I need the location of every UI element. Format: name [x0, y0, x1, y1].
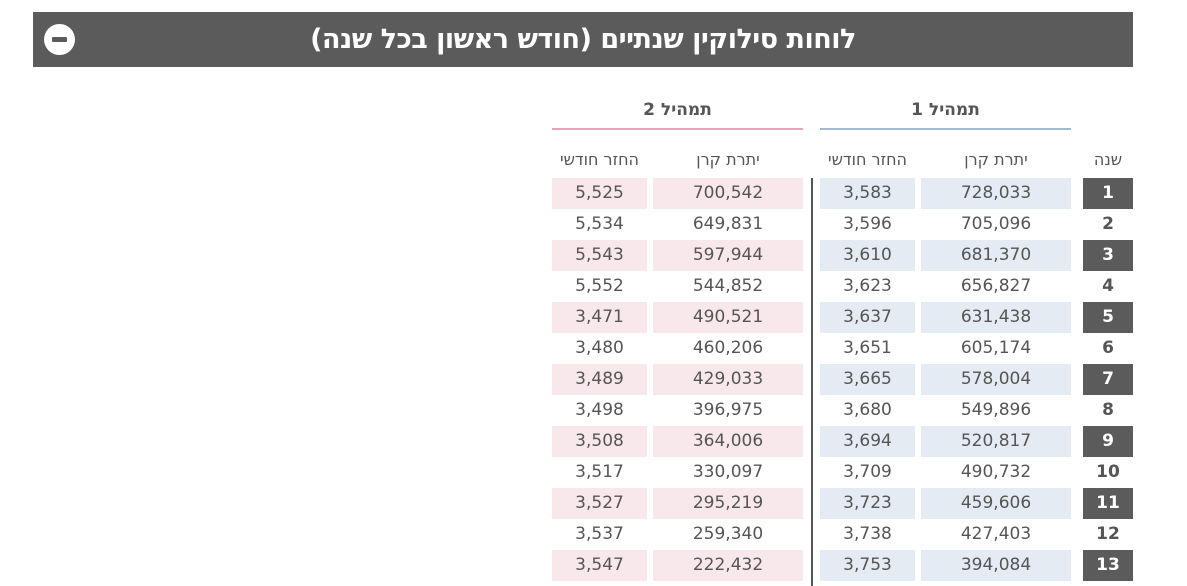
- r2-principal-cell: 429,033: [653, 364, 803, 395]
- section-title: לוחות סילוקין שנתיים (חודש ראשון בכל שנה…: [310, 24, 856, 55]
- r2-payment-cell: 5,543: [552, 240, 647, 271]
- r1-payment-cell: 3,694: [820, 426, 915, 457]
- route-1-underline: [820, 128, 1071, 130]
- r2-payment-cell: 5,534: [575, 214, 624, 234]
- year-cell: 12: [1096, 524, 1120, 544]
- r2-payment-cell: 3,537: [575, 524, 624, 544]
- collapse-button[interactable]: [44, 24, 75, 55]
- table-row: 3,498 396,975 3,680 549,896 8: [0, 395, 1187, 426]
- r2-payment-cell: 3,547: [552, 550, 647, 581]
- minus-circle-icon: [52, 37, 67, 42]
- year-cell: 1: [1083, 178, 1133, 209]
- year-cell: 10: [1096, 462, 1120, 482]
- r2-payment-cell: 3,471: [552, 302, 647, 333]
- table-row: 5,534 649,831 3,596 705,096 2: [0, 209, 1187, 240]
- r1-payment-cell: 3,738: [843, 524, 892, 544]
- table-row: 3,537 259,340 3,738 427,403 12: [0, 519, 1187, 550]
- table-row: 3,489 429,033 3,665 578,004 7: [0, 364, 1187, 395]
- r2-payment-cell: 3,480: [575, 338, 624, 358]
- r1-payment-cell: 3,753: [820, 550, 915, 581]
- r2-principal-cell: 364,006: [653, 426, 803, 457]
- route-2-underline: [552, 128, 803, 130]
- r1-principal-cell: 520,817: [921, 426, 1071, 457]
- r1-principal-cell: 578,004: [921, 364, 1071, 395]
- col-header-r2-payment: החזר חודשי: [559, 150, 640, 169]
- r2-payment-cell: 5,525: [552, 178, 647, 209]
- r2-principal-cell: 396,975: [692, 400, 764, 420]
- year-cell: 13: [1083, 550, 1133, 581]
- r1-principal-cell: 549,896: [960, 400, 1032, 420]
- col-header-r1-principal: יתרת קרן: [964, 150, 1028, 169]
- r1-principal-cell: 490,732: [960, 462, 1032, 482]
- year-cell: 6: [1102, 338, 1114, 358]
- year-cell: 11: [1083, 488, 1133, 519]
- r1-principal-cell: 459,606: [921, 488, 1071, 519]
- r2-principal-cell: 649,831: [692, 214, 764, 234]
- r1-payment-cell: 3,637: [820, 302, 915, 333]
- route-2-label: תמהיל 2: [643, 100, 712, 120]
- table-row: 3,508 364,006 3,694 520,817 9: [0, 426, 1187, 457]
- r1-payment-cell: 3,623: [843, 276, 892, 296]
- table-row: 3,547 222,432 3,753 394,084 13: [0, 550, 1187, 581]
- r1-principal-cell: 681,370: [921, 240, 1071, 271]
- r2-principal-cell: 544,852: [692, 276, 764, 296]
- r2-principal-cell: 597,944: [653, 240, 803, 271]
- table-row: 5,543 597,944 3,610 681,370 3: [0, 240, 1187, 271]
- year-cell: 7: [1083, 364, 1133, 395]
- r1-payment-cell: 3,723: [820, 488, 915, 519]
- r2-principal-cell: 222,432: [653, 550, 803, 581]
- r2-principal-cell: 295,219: [653, 488, 803, 519]
- r1-payment-cell: 3,680: [843, 400, 892, 420]
- r2-payment-cell: 3,508: [552, 426, 647, 457]
- year-cell: 9: [1083, 426, 1133, 457]
- r1-principal-cell: 605,174: [960, 338, 1032, 358]
- route-2-heading: תמהיל 2: [552, 100, 803, 130]
- r1-payment-cell: 3,651: [843, 338, 892, 358]
- section-header: לוחות סילוקין שנתיים (חודש ראשון בכל שנה…: [33, 12, 1133, 67]
- r1-payment-cell: 3,665: [820, 364, 915, 395]
- col-header-r1-payment: החזר חודשי: [827, 150, 908, 169]
- r1-principal-cell: 394,084: [921, 550, 1071, 581]
- r1-principal-cell: 427,403: [960, 524, 1032, 544]
- r2-payment-cell: 3,517: [575, 462, 624, 482]
- year-cell: 4: [1102, 276, 1114, 296]
- table-row: 3,517 330,097 3,709 490,732 10: [0, 457, 1187, 488]
- r2-payment-cell: 3,498: [575, 400, 624, 420]
- r1-principal-cell: 705,096: [960, 214, 1032, 234]
- r2-payment-cell: 5,552: [575, 276, 624, 296]
- col-header-year: שנה: [1093, 150, 1123, 169]
- r1-principal-cell: 728,033: [921, 178, 1071, 209]
- r2-principal-cell: 700,542: [653, 178, 803, 209]
- r1-principal-cell: 631,438: [921, 302, 1071, 333]
- r2-payment-cell: 3,489: [552, 364, 647, 395]
- r2-principal-cell: 330,097: [692, 462, 764, 482]
- table-row: 5,525 700,542 3,583 728,033 1: [0, 178, 1187, 209]
- year-cell: 3: [1083, 240, 1133, 271]
- table-row: 3,480 460,206 3,651 605,174 6: [0, 333, 1187, 364]
- r1-principal-cell: 656,827: [960, 276, 1032, 296]
- r2-principal-cell: 259,340: [692, 524, 764, 544]
- r1-payment-cell: 3,610: [820, 240, 915, 271]
- year-cell: 5: [1083, 302, 1133, 333]
- table-row: 3,471 490,521 3,637 631,438 5: [0, 302, 1187, 333]
- r2-payment-cell: 3,527: [552, 488, 647, 519]
- year-cell: 2: [1102, 214, 1114, 234]
- table-row: 5,552 544,852 3,623 656,827 4: [0, 271, 1187, 302]
- route-1-label: תמהיל 1: [911, 100, 980, 120]
- table-row: 3,527 295,219 3,723 459,606 11: [0, 488, 1187, 519]
- r1-payment-cell: 3,596: [843, 214, 892, 234]
- r1-payment-cell: 3,583: [820, 178, 915, 209]
- r1-payment-cell: 3,709: [843, 462, 892, 482]
- route-divider: [811, 178, 813, 586]
- route-1-heading: תמהיל 1: [820, 100, 1071, 130]
- col-header-r2-principal: יתרת קרן: [696, 150, 760, 169]
- year-cell: 8: [1102, 400, 1114, 420]
- r2-principal-cell: 490,521: [653, 302, 803, 333]
- r2-principal-cell: 460,206: [692, 338, 764, 358]
